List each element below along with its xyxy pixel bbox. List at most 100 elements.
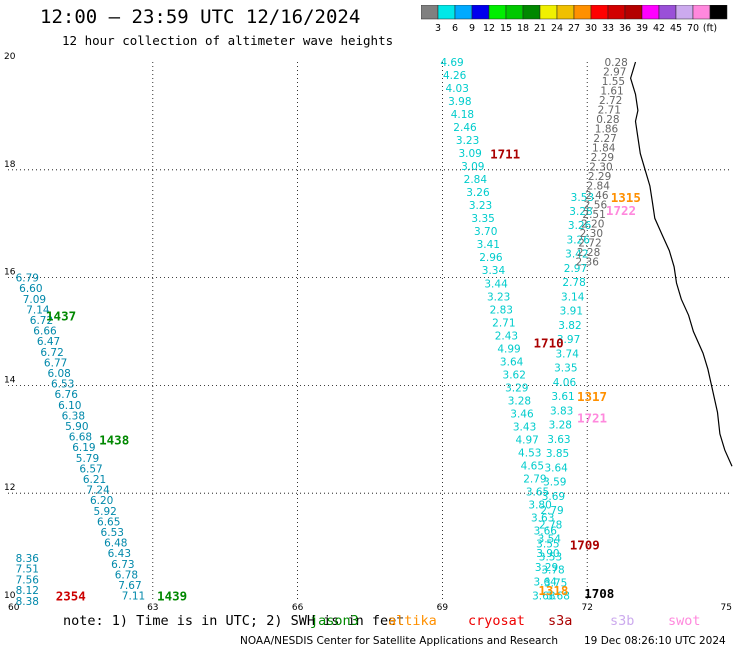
wave-height-value: 2.56 (584, 199, 608, 211)
y-tick-label: 12 (4, 483, 15, 493)
wave-height-value: 6.72 (40, 347, 63, 359)
wave-height-value: 3.63 (547, 434, 570, 446)
wave-height-value: 2.29 (591, 152, 614, 164)
wave-height-value: 3.82 (558, 320, 581, 332)
wave-height-value: 2.36 (576, 256, 600, 268)
wave-height-value: 4.26 (443, 70, 467, 82)
wave-height-value: 7.11 (122, 591, 145, 603)
wave-height-value: 2.96 (479, 252, 503, 264)
wave-height-value: 3.29 (505, 382, 528, 394)
pass-time-label: 1721 (577, 411, 607, 426)
color-scale-legend: 3 6 9 12 15 18 21 24 27 30 33 36 39 42 45 70 (ft) (421, 5, 728, 34)
wave-height-value: 3.55 (536, 539, 559, 551)
wave-height-value: 3.28 (549, 420, 572, 432)
wave-height-value: 3.14 (561, 291, 585, 303)
wave-height-value: 3.42 (565, 249, 588, 261)
wave-height-value: 3.26 (568, 220, 592, 232)
wave-height-value: 6.78 (115, 569, 138, 581)
pass-time-label: 1711 (490, 147, 520, 162)
wave-height-value: 6.10 (58, 400, 81, 412)
y-tick-label: 20 (4, 52, 16, 62)
wave-height-value: 3.34 (482, 265, 506, 277)
wave-height-value: 7.14 (26, 304, 50, 316)
wave-height-value: 5.90 (65, 421, 88, 433)
pass-time-label: 1315 (611, 190, 641, 205)
wave-height-value: 6.53 (51, 379, 74, 391)
y-tick-label: 10 (4, 591, 16, 601)
pass-time-label: 1710 (534, 335, 564, 350)
wave-height-value: 7.24 (86, 485, 110, 497)
wave-height-value: 3.09 (458, 148, 481, 160)
wave-height-value: 6.19 (72, 442, 95, 454)
wave-height-value: 3.28 (569, 206, 592, 218)
wave-height-value: 3.83 (550, 405, 573, 417)
wave-height-value: 3.68 (547, 591, 570, 603)
wave-height-value: 6.72 (30, 315, 53, 327)
credit-text: NOAA/NESDIS Center for Satellite Applica… (240, 635, 558, 647)
wave-height-value: 3.80 (528, 500, 551, 512)
wave-height-value: 2.97 (603, 66, 626, 78)
x-tick-label: 66 (292, 603, 304, 612)
wave-height-value: 2.78 (562, 277, 585, 289)
wave-height-value: 3.63 (531, 513, 554, 525)
wave-height-value: 3.41 (477, 239, 500, 251)
wave-height-value: 3.44 (484, 278, 508, 290)
color-scale-label: 18 (517, 23, 529, 34)
wave-height-value: 4.53 (518, 447, 541, 459)
color-scale-label: 24 (551, 23, 563, 34)
wave-height-value: 1.61 (600, 85, 623, 97)
wave-height-value: 5.79 (76, 453, 99, 465)
wave-height-value: 2.27 (593, 133, 616, 145)
wave-height-value: 0.28 (604, 57, 627, 69)
wave-height-value: 3.53 (571, 192, 594, 204)
wave-height-value: 3.70 (474, 226, 497, 238)
color-scale-label: 21 (534, 23, 546, 34)
wave-height-value: 5.92 (93, 506, 116, 518)
x-tick-label: 60 (8, 603, 20, 612)
wave-height-value: 7.67 (118, 580, 141, 592)
mission-label: cryosat (468, 613, 525, 629)
wave-height-value: 3.98 (448, 96, 471, 108)
y-tick-label: 18 (4, 160, 16, 170)
x-tick-label: 72 (581, 603, 592, 612)
wave-height-value: 3.85 (546, 448, 569, 460)
color-scale-label: 6 (452, 23, 458, 34)
wave-height-value: 6.43 (108, 548, 131, 560)
wave-height-value: 3.64 (500, 356, 524, 368)
wave-height-value: 6.53 (101, 527, 124, 539)
wave-height-value: 4.03 (446, 83, 469, 95)
wave-height-value: 2.79 (540, 505, 563, 517)
wave-height-value: 6.60 (19, 283, 42, 295)
pass-time-label: 1317 (577, 389, 607, 404)
wave-height-value: 3.61 (551, 391, 574, 403)
wave-height-value: 3.54 (538, 534, 562, 546)
wave-height-value: 6.57 (79, 463, 102, 475)
wave-height-value: 8.38 (16, 596, 39, 608)
wave-height-value: 2.46 (453, 122, 477, 134)
wave-height-value: 6.48 (104, 538, 127, 550)
page-subtitle: 12 hour collection of altimeter wave hei… (62, 33, 394, 48)
wave-height-value: 3.35 (554, 363, 577, 375)
wave-height-value: 3.26 (466, 187, 490, 199)
wave-height-value: 3.91 (560, 306, 583, 318)
wave-height-value: 2.71 (492, 317, 515, 329)
color-scale-label: 12 (483, 23, 495, 34)
wave-height-value: 6.20 (90, 495, 113, 507)
y-tick-label: 14 (4, 375, 16, 385)
wave-height-value: 4.65 (521, 460, 544, 472)
color-scale-label: 36 (619, 23, 631, 34)
wave-height-value: 7.09 (23, 294, 46, 306)
pass-time-label: 1722 (606, 203, 636, 218)
wave-height-value: 2.30 (580, 228, 603, 240)
wave-height-value: 3.23 (487, 291, 510, 303)
wave-height-value: 3.35 (471, 213, 494, 225)
wave-height-value: 3.28 (508, 395, 531, 407)
footnote: note: 1) Time is in UTC; 2) SWH is in fe… (63, 613, 405, 629)
wave-height-value: 2.29 (588, 171, 611, 183)
wave-height-value: 2.46 (585, 190, 609, 202)
wave-height-value: 1.84 (592, 142, 616, 154)
wave-height-value: 2.71 (598, 104, 621, 116)
wave-height-value: 3.69 (542, 491, 565, 503)
wave-height-value: 3.66 (534, 526, 558, 538)
wave-height-value: 3.68 (532, 591, 555, 603)
